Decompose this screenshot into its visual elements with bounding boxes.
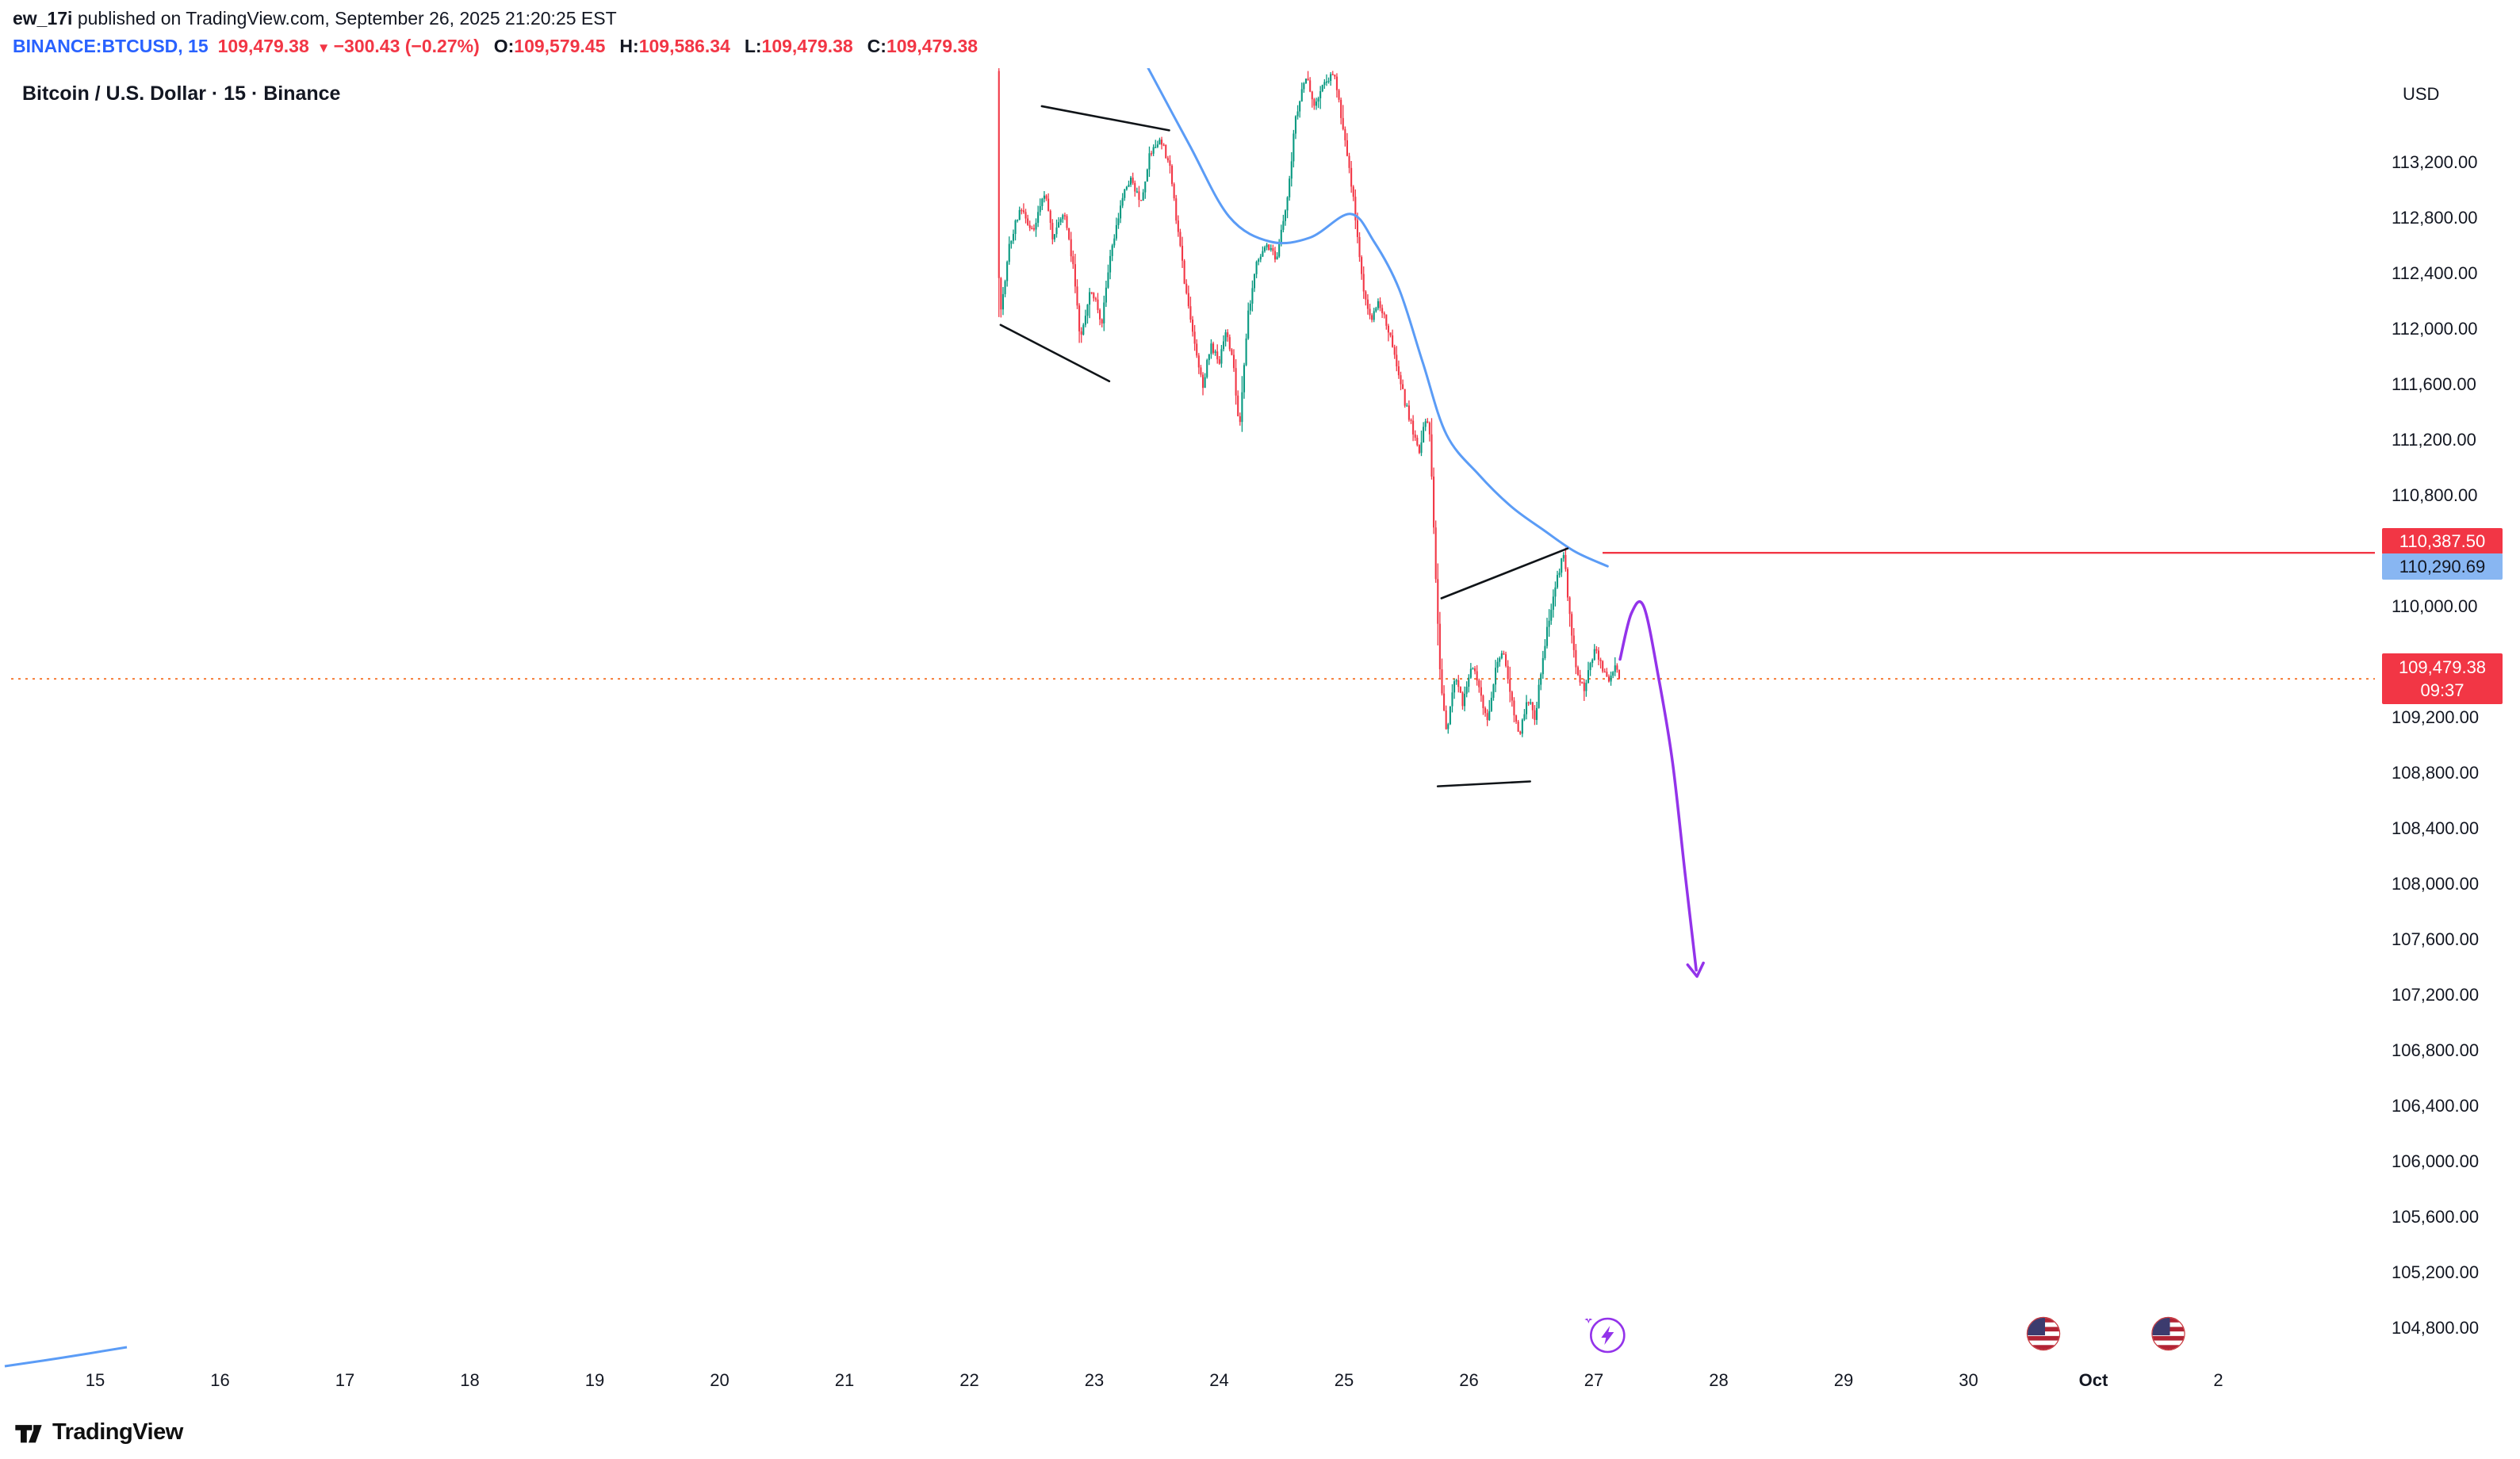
time-axis-label: 22 xyxy=(959,1370,979,1390)
ohlc-values: O:109,579.45 H:109,586.34 L:109,479.38 C:10… xyxy=(480,36,978,56)
lightning-event-icon[interactable] xyxy=(1584,1317,1626,1354)
price-axis-label: 111,600.00 xyxy=(2392,374,2476,394)
price-axis-label: 110,000.00 xyxy=(2392,596,2478,616)
price-axis-label: 112,400.00 xyxy=(2392,263,2478,283)
price-axis-label: 111,200.00 xyxy=(2392,430,2476,450)
tradingview-logo-text: TradingView xyxy=(52,1419,183,1445)
price-axis-label: 112,000.00 xyxy=(2392,319,2478,339)
time-axis-label: 21 xyxy=(834,1370,855,1390)
price-axis-label: 106,000.00 xyxy=(2392,1151,2480,1171)
author-name: ew_17i xyxy=(13,8,73,29)
currency-label: USD xyxy=(2403,84,2440,104)
price-axis-label: 108,400.00 xyxy=(2392,818,2480,838)
time-axis-label: 25 xyxy=(1334,1370,1354,1390)
trend-channel-line-1[interactable] xyxy=(1040,105,1170,132)
time-axis-label: 19 xyxy=(584,1370,605,1390)
symbol-name[interactable]: BINANCE:BTCUSD, 15 xyxy=(13,36,209,56)
ohlc-label: H: xyxy=(619,36,639,56)
time-axis-label: 15 xyxy=(85,1370,105,1390)
price-axis-label: 108,800.00 xyxy=(2392,763,2480,783)
price-axis-label: 105,600.00 xyxy=(2392,1207,2480,1227)
candles xyxy=(998,68,1621,737)
ma-line xyxy=(1147,68,1609,568)
ohlc-value: 109,579.45 xyxy=(514,36,606,56)
ohlc-label: O: xyxy=(493,36,515,56)
time-axis-label: 27 xyxy=(1584,1370,1604,1390)
price-axis-label: 105,200.00 xyxy=(2392,1262,2480,1282)
price-axis-label: 107,200.00 xyxy=(2392,985,2480,1005)
publish-info: ew_17i published on TradingView.com, Sep… xyxy=(13,8,617,29)
trend-channel-line-4[interactable] xyxy=(1436,780,1531,787)
trend-channel-line-2[interactable] xyxy=(999,324,1111,383)
trend-channel-line-3[interactable] xyxy=(1440,547,1569,599)
time-axis-label: 30 xyxy=(1959,1370,1978,1390)
ohlc-label: L: xyxy=(744,36,762,56)
symbol-info-row: BINANCE:BTCUSD, 15 109,479.38 ▼ −300.43 (−0… xyxy=(13,36,978,57)
time-axis-label: 16 xyxy=(210,1370,230,1390)
ohlc-value: 109,479.38 xyxy=(761,36,853,56)
price-level-badge: 110,387.50 xyxy=(2382,528,2503,555)
price-axis-label: 109,200.00 xyxy=(2392,707,2480,727)
time-axis-label: 28 xyxy=(1709,1370,1729,1390)
ma-price-badge: 110,290.69 xyxy=(2382,553,2503,580)
time-axis-label: 17 xyxy=(335,1370,355,1390)
chart-canvas[interactable] xyxy=(0,0,2376,1419)
ohlc-value: 109,479.38 xyxy=(886,36,979,56)
tradingview-logo[interactable]: TradingView xyxy=(13,1416,183,1448)
header-last-price: 109,479.38 xyxy=(217,36,309,56)
price-level-badge-value: 110,387.50 xyxy=(2399,531,2486,552)
publish-text: published on TradingView.com, September … xyxy=(72,8,617,29)
ma-price-badge-value: 110,290.69 xyxy=(2399,557,2486,577)
time-axis-label: 24 xyxy=(1209,1370,1229,1390)
chart-legend-title[interactable]: Bitcoin / U.S. Dollar · 15 · Binance xyxy=(22,82,341,105)
projection-arrow[interactable] xyxy=(1618,600,1705,978)
price-axis-label: 106,400.00 xyxy=(2392,1096,2480,1116)
time-axis-label: 26 xyxy=(1459,1370,1479,1390)
price-axis-label: 104,800.00 xyxy=(2392,1318,2480,1338)
time-axis-label: 23 xyxy=(1084,1370,1105,1390)
last-price-badge: 109,479.38 09:37 xyxy=(2382,653,2503,705)
price-axis-label: 107,600.00 xyxy=(2392,929,2480,949)
ma-tail xyxy=(4,1346,128,1368)
price-change: −300.43 (−0.27%) xyxy=(333,36,480,56)
bar-countdown: 09:37 xyxy=(2420,680,2464,701)
price-axis-label: 108,000.00 xyxy=(2392,874,2480,894)
tradingview-logo-icon xyxy=(15,1425,42,1443)
time-axis-label: 29 xyxy=(1833,1370,1854,1390)
ohlc-value: 109,586.34 xyxy=(638,36,730,56)
time-axis-label: 18 xyxy=(460,1370,480,1390)
time-axis-label: 2 xyxy=(2213,1370,2223,1390)
price-axis-label: 110,800.00 xyxy=(2392,485,2478,505)
time-axis-label: 20 xyxy=(710,1370,730,1390)
change-down-icon: ▼ xyxy=(316,40,331,56)
last-price-badge-value: 109,479.38 xyxy=(2398,657,2487,678)
ohlc-label: C: xyxy=(867,36,887,56)
price-axis-label: 106,800.00 xyxy=(2392,1040,2480,1060)
price-axis-label: 112,800.00 xyxy=(2392,208,2478,228)
time-axis-label: Oct xyxy=(2078,1370,2108,1390)
price-axis-label: 113,200.00 xyxy=(2392,152,2478,172)
